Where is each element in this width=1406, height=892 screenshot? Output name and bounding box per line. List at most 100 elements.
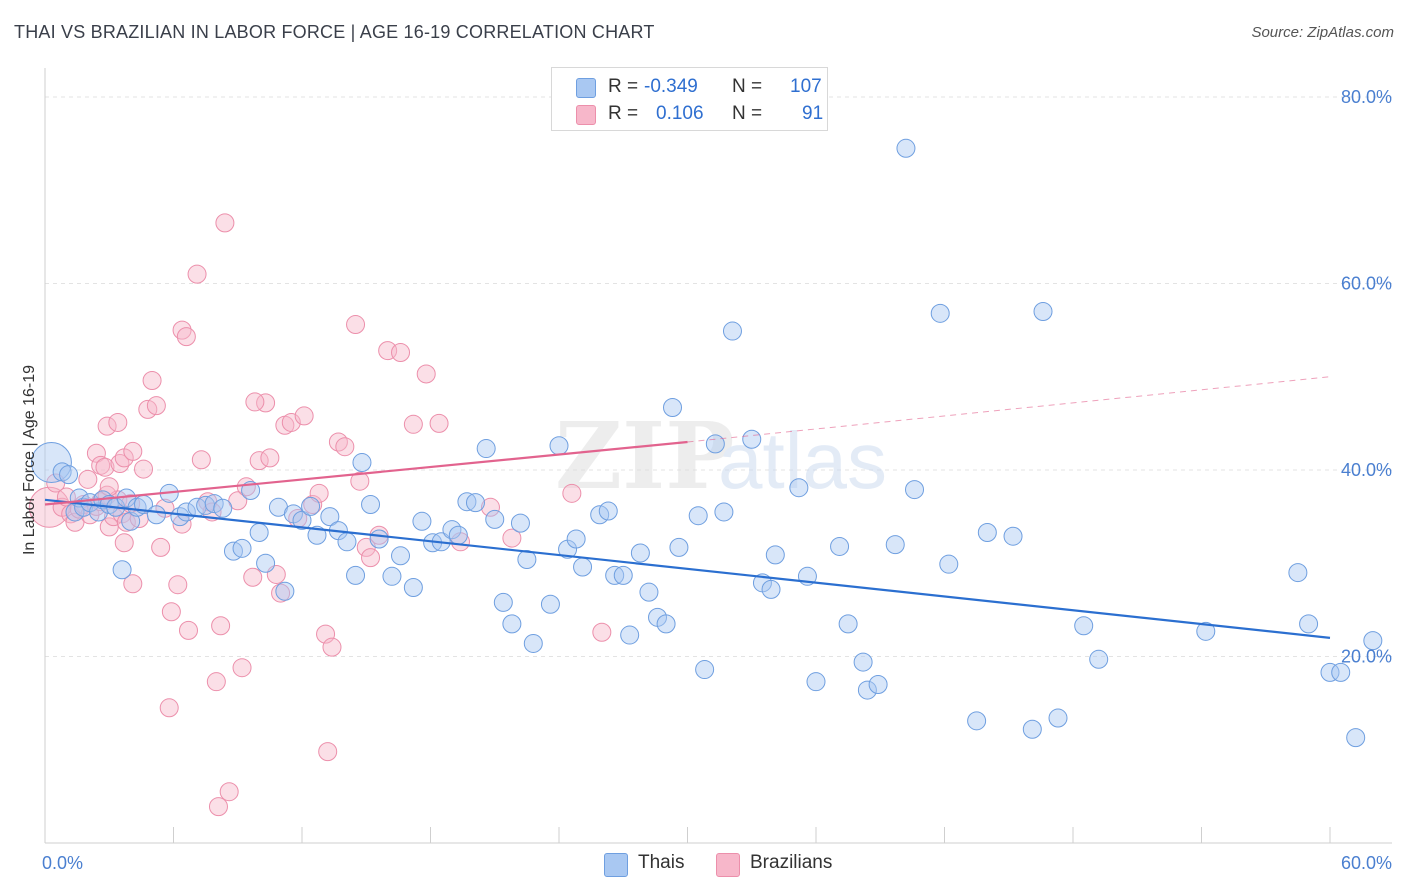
thais-point xyxy=(967,711,987,731)
brazilians-point xyxy=(294,406,314,426)
x-tick-label: 60.0% xyxy=(1341,853,1392,873)
thais-point xyxy=(630,543,650,563)
thais-point xyxy=(121,511,141,531)
brazilians-point xyxy=(391,343,411,363)
thais-point xyxy=(337,532,357,552)
thais-point xyxy=(403,577,423,597)
brazilians-point xyxy=(159,698,179,718)
brazilians-point xyxy=(191,450,211,470)
brazilians-point xyxy=(211,616,231,636)
axes xyxy=(44,68,1392,844)
thais-point xyxy=(391,546,411,566)
thais-point xyxy=(977,522,997,542)
thais-point xyxy=(1346,728,1366,748)
thais-point xyxy=(146,505,166,525)
brazilians-trend-line xyxy=(44,440,688,506)
thais-point xyxy=(213,498,233,518)
thais-point xyxy=(1299,614,1319,634)
thais-swatch xyxy=(576,78,596,98)
brazilians-point xyxy=(176,327,196,347)
thais-point xyxy=(369,529,389,549)
y-tick-label: 40.0% xyxy=(1341,460,1392,480)
brazilians-point xyxy=(108,412,128,432)
thais-point xyxy=(838,614,858,634)
brazilians-legend-label: Brazilians xyxy=(750,852,833,873)
brazilians-point xyxy=(123,441,143,461)
thais-point xyxy=(905,480,925,500)
brazilians-point xyxy=(232,658,252,678)
brazilians-point xyxy=(161,602,181,622)
thais-point xyxy=(620,625,640,645)
brazilians-point xyxy=(78,469,98,489)
y-axis-title: In Labor Force | Age 16-19 xyxy=(21,365,38,555)
brazilians-point xyxy=(208,797,228,817)
thais-point xyxy=(476,439,496,459)
thais-point xyxy=(1022,719,1042,739)
brazilians-point xyxy=(134,459,154,479)
brazilians-point xyxy=(114,533,134,553)
legend-n-label: N = xyxy=(732,76,763,97)
brazilians-point xyxy=(502,528,522,548)
brazilians-trend-extension xyxy=(687,376,1331,443)
thais-point xyxy=(352,453,372,473)
brazilians-point xyxy=(142,370,162,390)
thais-point xyxy=(502,614,522,634)
brazilians-point xyxy=(335,437,355,457)
brazilians-point xyxy=(219,782,239,802)
brazilians-point xyxy=(146,396,166,416)
thais-point xyxy=(639,582,659,602)
brazilians-point xyxy=(243,567,263,587)
thais-point xyxy=(465,493,485,513)
thais-point xyxy=(1033,301,1053,321)
brazilians-swatch xyxy=(716,853,740,877)
thais-point xyxy=(30,442,72,484)
thais-swatch xyxy=(604,853,628,877)
thais-point xyxy=(742,429,762,449)
brazilians-point xyxy=(228,491,248,511)
thais-point xyxy=(540,594,560,614)
thais-point xyxy=(896,138,916,158)
brazilians-points xyxy=(28,213,612,817)
thais-point xyxy=(806,672,826,692)
thais-points xyxy=(30,138,1383,748)
legend-r-label: R = xyxy=(608,76,639,97)
brazilians-point xyxy=(480,497,500,517)
thais-point xyxy=(765,545,785,565)
brazilians-point xyxy=(206,672,226,692)
thais-point xyxy=(275,581,295,601)
thais-point xyxy=(853,652,873,672)
thais-point xyxy=(232,538,252,558)
thais-point xyxy=(761,579,781,599)
watermark-zip: ZIP xyxy=(555,402,734,510)
thais-point xyxy=(292,510,312,530)
brazilians-swatch xyxy=(576,105,596,125)
thais-legend-label: Thais xyxy=(638,852,685,873)
brazilians-point xyxy=(416,364,436,384)
thais-point xyxy=(1288,563,1308,583)
thais-point xyxy=(1089,649,1109,669)
thais-point xyxy=(256,553,276,573)
thais-point xyxy=(695,660,715,680)
thais-point xyxy=(598,501,618,521)
brazilians-point xyxy=(346,315,366,335)
legend-r-label: R = xyxy=(608,103,639,124)
brazilians-point xyxy=(592,622,612,642)
brazilians-point xyxy=(361,548,381,568)
thais-point xyxy=(663,398,683,418)
thais-point xyxy=(830,536,850,556)
thais-point xyxy=(930,303,950,323)
brazilians-point xyxy=(249,451,269,471)
thais-point xyxy=(656,614,676,634)
brazilians-point xyxy=(97,416,117,436)
thais-point xyxy=(301,496,321,516)
brazilians-point xyxy=(562,483,582,503)
y-tick-label: 20.0% xyxy=(1341,647,1392,667)
thais-point xyxy=(566,529,586,549)
thais-point xyxy=(320,507,340,527)
thais-point xyxy=(1196,621,1216,641)
thais-point xyxy=(714,502,734,522)
thais-point xyxy=(669,537,689,557)
thais-point xyxy=(1363,631,1383,651)
thais-point xyxy=(361,495,381,515)
brazilians-point xyxy=(350,471,370,491)
